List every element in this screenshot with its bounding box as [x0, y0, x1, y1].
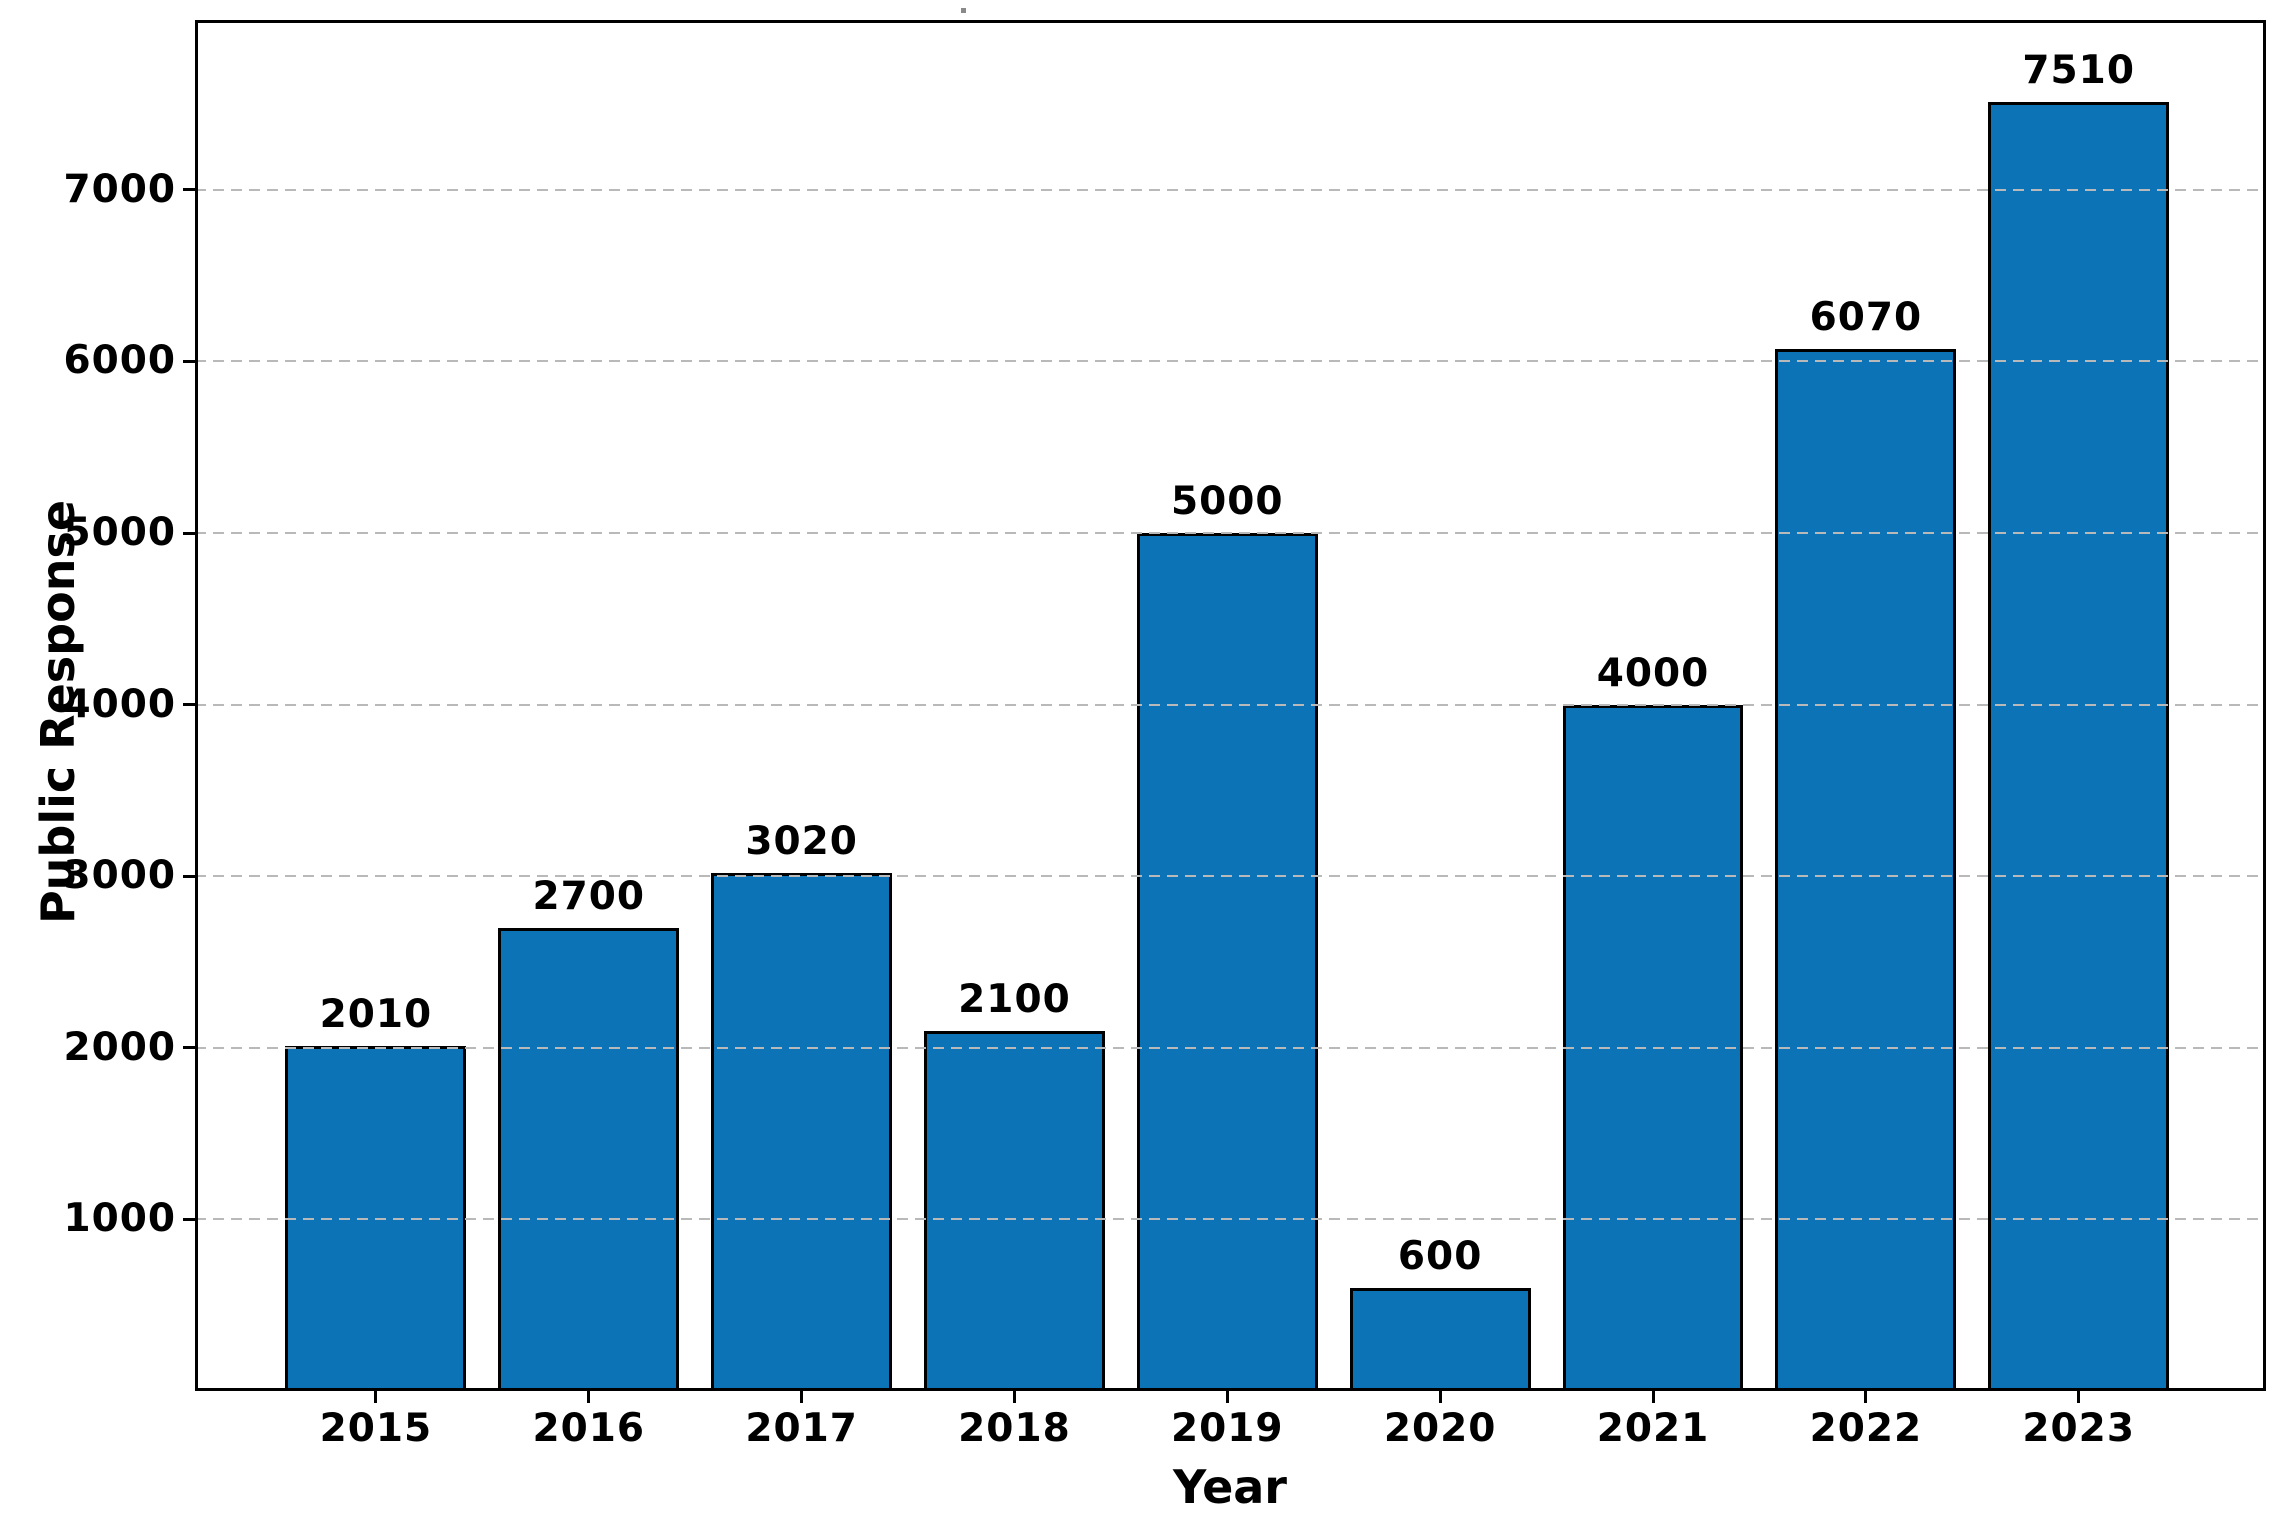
bar-value-label: 3020	[745, 818, 858, 864]
x-tick-label: 2016	[532, 1406, 646, 1451]
y-tick-label: 6000	[63, 338, 176, 384]
x-axis-label: Year	[1172, 1460, 1287, 1514]
y-tick-label: 4000	[63, 681, 176, 727]
y-tick-5000	[183, 531, 195, 535]
gridline-y-7000	[195, 188, 2266, 191]
x-tick-label: 2023	[2022, 1406, 2135, 1451]
gridline-y-3000	[195, 875, 2266, 878]
chart-title-dot	[961, 8, 966, 13]
x-tick-2017	[800, 1391, 804, 1403]
bar-2023	[1988, 102, 2170, 1391]
bar-value-label: 2010	[319, 992, 433, 1038]
y-tick-label: 1000	[63, 1196, 176, 1242]
bar-value-label: 2700	[532, 873, 646, 919]
y-tick-3000	[183, 874, 195, 878]
x-tick-2019	[1225, 1391, 1229, 1403]
x-tick-label: 2020	[1383, 1406, 1497, 1451]
y-tick-1000	[183, 1217, 195, 1221]
y-tick-2000	[183, 1046, 195, 1050]
bar-value-label: 2100	[958, 976, 1071, 1022]
bar-2019	[1136, 533, 1318, 1391]
bar-value-label: 5000	[1171, 479, 1284, 525]
y-tick-label: 2000	[63, 1024, 176, 1070]
x-tick-label: 2021	[1596, 1406, 1710, 1451]
x-tick-label: 2022	[1809, 1406, 1923, 1451]
gridline-y-5000	[195, 532, 2266, 535]
y-tick-label: 3000	[63, 853, 176, 899]
x-tick-2018	[1012, 1391, 1016, 1403]
y-tick-label: 5000	[63, 510, 176, 556]
bar-value-label: 7510	[2022, 48, 2135, 94]
bar-value-label: 6070	[1809, 295, 1923, 341]
x-tick-2020	[1438, 1391, 1442, 1403]
x-tick-label: 2015	[319, 1406, 433, 1451]
y-tick-6000	[183, 359, 195, 363]
x-tick-2022	[1864, 1391, 1868, 1403]
y-tick-4000	[183, 703, 195, 707]
bar-2022	[1775, 349, 1957, 1391]
bar-value-label: 600	[1397, 1234, 1483, 1280]
gridline-y-6000	[195, 360, 2266, 363]
gridline-y-2000	[195, 1046, 2266, 1049]
bar-2016	[498, 927, 680, 1391]
x-tick-2016	[587, 1391, 591, 1403]
bar-2018	[924, 1030, 1105, 1391]
bar-2020	[1349, 1288, 1531, 1391]
bar-value-label: 4000	[1596, 650, 1710, 696]
y-tick-label: 7000	[63, 166, 176, 212]
x-tick-2015	[374, 1391, 378, 1403]
y-tick-7000	[183, 188, 195, 192]
x-tick-label: 2017	[745, 1406, 858, 1451]
gridline-y-4000	[195, 703, 2266, 706]
bar-2017	[711, 872, 893, 1391]
x-tick-2021	[1651, 1391, 1655, 1403]
x-tick-2023	[2077, 1391, 2081, 1403]
gridline-y-1000	[195, 1218, 2266, 1221]
x-tick-label: 2018	[958, 1406, 1071, 1451]
plot-area: 2010 2700 3020 2100 5000 600 4000 6070 7510	[195, 20, 2266, 1391]
x-tick-label: 2019	[1171, 1406, 1284, 1451]
